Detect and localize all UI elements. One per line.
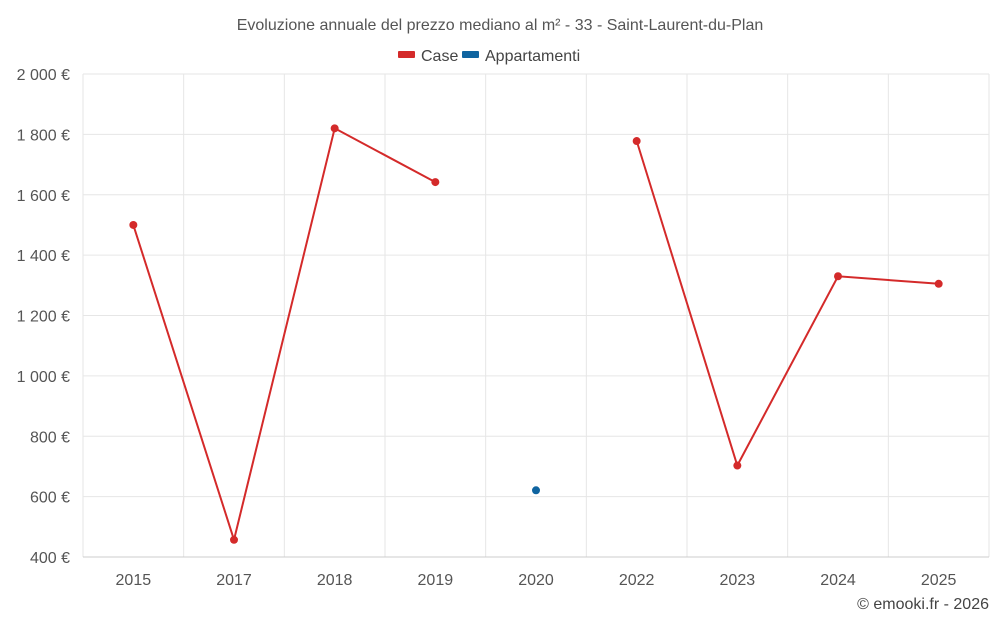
y-tick-label: 1 400 € (17, 248, 70, 265)
y-tick-label: 800 € (30, 429, 70, 446)
x-gridlines (82, 74, 990, 557)
legend-item-appartamenti[interactable]: Appartamenti (485, 48, 580, 65)
y-tick-label: 600 € (30, 490, 70, 507)
y-tick-label: 1 800 € (17, 127, 70, 144)
y-tick-label: 2 000 € (17, 67, 70, 84)
legend-swatch-appartamenti (462, 51, 479, 58)
x-tick-label: 2019 (418, 572, 454, 589)
data-point-case[interactable] (230, 535, 238, 544)
y-gridlines (83, 73, 989, 558)
x-tick-label: 2020 (518, 572, 554, 589)
y-tick-label: 1 200 € (17, 309, 70, 326)
y-tick-label: 1 600 € (17, 188, 70, 205)
x-tick-label: 2023 (720, 572, 756, 589)
data-point-case[interactable] (834, 272, 842, 281)
data-point-case[interactable] (632, 137, 641, 146)
x-tick-label: 2025 (921, 572, 957, 589)
x-tick-label: 2015 (116, 572, 152, 589)
credit-text: © emooki.fr - 2026 (857, 596, 989, 613)
series-lines (132, 126, 939, 544)
legend-swatch-case (398, 51, 415, 58)
x-tick-label: 2024 (820, 572, 856, 589)
data-point-case[interactable] (934, 279, 943, 288)
x-axis-ticks: 2015 2017 2018 2019 2020 2022 2023 2024 2025 (116, 572, 957, 589)
series-line-case (635, 140, 939, 469)
x-tick-label: 2018 (317, 572, 353, 589)
data-point-case[interactable] (431, 178, 440, 187)
y-axis-ticks: 400 € 600 € 800 € 1 000 € 1 200 € 1 400 € 1 60… (17, 67, 70, 567)
data-point-appartamenti[interactable] (532, 486, 540, 495)
data-point-case[interactable] (733, 461, 742, 470)
legend-item-case[interactable]: Case (421, 48, 458, 65)
y-tick-label: 400 € (30, 550, 70, 567)
data-point-case[interactable] (330, 124, 339, 133)
data-point-case[interactable] (129, 220, 138, 229)
y-tick-label: 1 000 € (17, 369, 70, 386)
x-tick-label: 2017 (216, 572, 252, 589)
x-tick-label: 2022 (619, 572, 655, 589)
chart-title: Evoluzione annuale del prezzo mediano al… (237, 17, 764, 34)
legend: Case Appartamenti (398, 48, 580, 65)
series-points (129, 124, 943, 544)
series-line-case (132, 126, 436, 544)
